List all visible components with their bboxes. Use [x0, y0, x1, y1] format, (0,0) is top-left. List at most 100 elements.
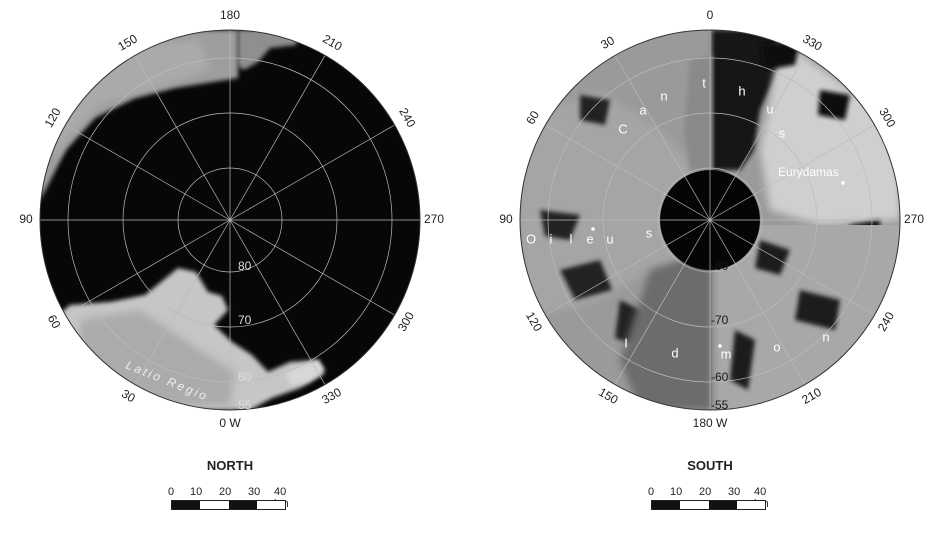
longitude-label: 330: [319, 385, 344, 407]
longitude-label: 60: [523, 108, 542, 127]
feature-letter: s: [779, 125, 786, 140]
scale-label: 20: [699, 486, 712, 498]
longitude-label: 60: [45, 312, 64, 331]
longitude-label: 120: [523, 309, 545, 334]
longitude-label: 240: [875, 309, 897, 334]
scale-label: 10: [670, 486, 683, 498]
south-graticule: [520, 30, 900, 410]
longitude-label: 90: [499, 212, 513, 226]
feature-letter: d: [671, 345, 678, 360]
longitude-label: 210: [320, 32, 345, 54]
south-scale-graphic: [651, 500, 766, 510]
eurydamas-label: Eurydamas: [778, 165, 839, 179]
scale-label: 30: [728, 486, 741, 498]
south-scale-bar: 0 10 20 30 40 km: [648, 486, 778, 526]
south-right-lower-dark-patches: [730, 240, 840, 390]
meridian-line: [65, 124, 231, 221]
feature-letter: u: [766, 101, 773, 116]
feature-letter: h: [738, 83, 745, 98]
meridian-line: [709, 55, 806, 221]
meridian-line: [614, 55, 711, 221]
longitude-label: 180 W: [693, 416, 728, 430]
scale-label: 0: [648, 486, 655, 498]
south-latitude-labels: -80 -70 -60 -55: [711, 259, 729, 412]
feature-letter: u: [606, 231, 613, 246]
meridian-line: [229, 124, 395, 221]
latitude-label: 55: [238, 398, 252, 412]
north-scale-graphic: [171, 500, 286, 510]
longitude-label: 210: [799, 385, 824, 407]
longitude-label: 330: [800, 32, 825, 54]
meridian-line: [229, 55, 326, 221]
feature-letter: m: [721, 346, 732, 361]
feature-letter: s: [646, 225, 653, 240]
north-scale-labels: 0 10 20 30 40 km: [168, 486, 298, 510]
meridian-line: [134, 219, 231, 385]
crater-marker: [718, 344, 722, 348]
south-lower-center-mottled: [620, 250, 712, 410]
south-scale-labels: 0 10 20 30 40 km: [648, 486, 778, 510]
south-polar-disk: 0 330 300 270 240 210 180 W 150 120 90 60 30 -80 -70…: [499, 8, 924, 430]
longitude-label: 240: [396, 105, 418, 130]
feature-letter: l: [570, 231, 573, 246]
meridian-line: [229, 219, 326, 385]
feature-letter: i: [550, 231, 553, 246]
south-lower-left-patches: [540, 95, 660, 350]
longitude-label: 0: [707, 8, 714, 22]
meridian-line: [545, 219, 711, 316]
meridian-line: [229, 219, 395, 316]
feature-letter: I: [624, 335, 628, 350]
longitude-label: 150: [115, 31, 140, 53]
feature-letter: e: [586, 231, 593, 246]
feature-letter: o: [773, 339, 780, 354]
south-disk-rim: [519, 29, 901, 411]
latitude-label: 70: [238, 313, 252, 327]
longitude-label: 270: [904, 212, 924, 226]
longitude-label: 270: [424, 212, 444, 226]
longitude-label: 90: [19, 212, 33, 226]
meridian-line: [65, 219, 231, 316]
meridian-line: [545, 124, 711, 221]
meridian-line: [709, 124, 875, 221]
south-panel-title: SOUTH: [687, 458, 733, 473]
north-scale-bar: 0 10 20 30 40 km: [168, 486, 298, 526]
north-disk-rim: [39, 29, 421, 411]
crater-marker: [591, 227, 595, 231]
north-latitude-labels: 80 70 60 55: [238, 259, 252, 412]
meridian-line: [134, 55, 231, 221]
feature-letter: t: [702, 75, 706, 90]
north-panel-title: NORTH: [206, 458, 254, 473]
longitude-label: 150: [596, 385, 621, 407]
meridian-line: [614, 219, 711, 385]
north-polar-disk: 180 210 240 270 300 330 0 W 30 60 90 120 150 80 70 60…: [19, 8, 444, 430]
longitude-label: 180: [220, 8, 240, 22]
north-graticule: [40, 30, 420, 410]
longitude-label: 120: [42, 105, 64, 130]
longitude-label: 30: [119, 387, 138, 406]
longitude-label: 300: [876, 105, 898, 130]
south-upper-right-dark-patches: [760, 40, 880, 245]
scale-label: 20: [219, 486, 232, 498]
scale-label: 0: [168, 486, 175, 498]
feature-letter: O: [526, 231, 536, 246]
feature-letter: n: [822, 329, 829, 344]
longitude-label: 30: [598, 33, 617, 52]
south-upper-right-bright: [760, 40, 900, 225]
latitude-label: 80: [238, 259, 252, 273]
latitude-label: -70: [711, 313, 729, 327]
latitude-label: 60: [238, 370, 252, 384]
latitude-label: -60: [711, 370, 729, 384]
feature-letter: n: [660, 88, 667, 103]
meridian-line: [709, 219, 875, 316]
longitude-label: 300: [395, 309, 417, 334]
feature-letter: C: [618, 121, 627, 136]
scale-label: 30: [248, 486, 261, 498]
crater-marker: [841, 181, 845, 185]
feature-letter: a: [639, 102, 647, 117]
meridian-line: [709, 219, 806, 385]
latitude-label: -55: [711, 398, 729, 412]
latitude-label: -80: [711, 259, 729, 273]
